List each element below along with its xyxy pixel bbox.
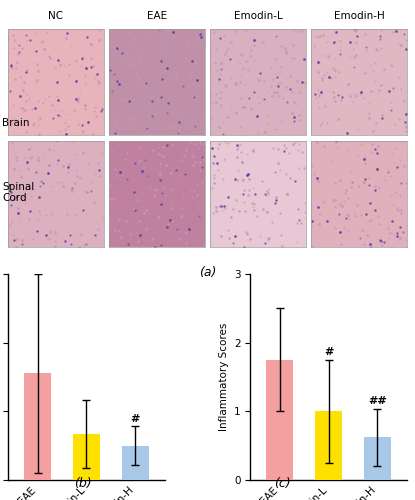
- Bar: [73, 434, 100, 480]
- Bar: [122, 446, 149, 480]
- Text: Emodin-L: Emodin-L: [234, 12, 282, 22]
- Text: (a): (a): [199, 266, 216, 279]
- Text: Emodin-H: Emodin-H: [334, 12, 384, 22]
- Text: #: #: [131, 414, 140, 424]
- Bar: [24, 374, 51, 480]
- Text: (c): (c): [274, 477, 290, 490]
- Text: (b): (b): [74, 477, 92, 490]
- Bar: [364, 438, 391, 480]
- Text: EAE: EAE: [147, 12, 167, 22]
- Bar: [315, 412, 342, 480]
- Y-axis label: Inflammatory Scores: Inflammatory Scores: [219, 322, 229, 431]
- Text: Spinal
Cord: Spinal Cord: [2, 182, 34, 204]
- Text: Brain: Brain: [2, 118, 29, 128]
- Text: ##: ##: [368, 396, 387, 406]
- Text: NC: NC: [49, 12, 63, 22]
- Bar: [266, 360, 293, 480]
- Text: #: #: [324, 347, 333, 357]
